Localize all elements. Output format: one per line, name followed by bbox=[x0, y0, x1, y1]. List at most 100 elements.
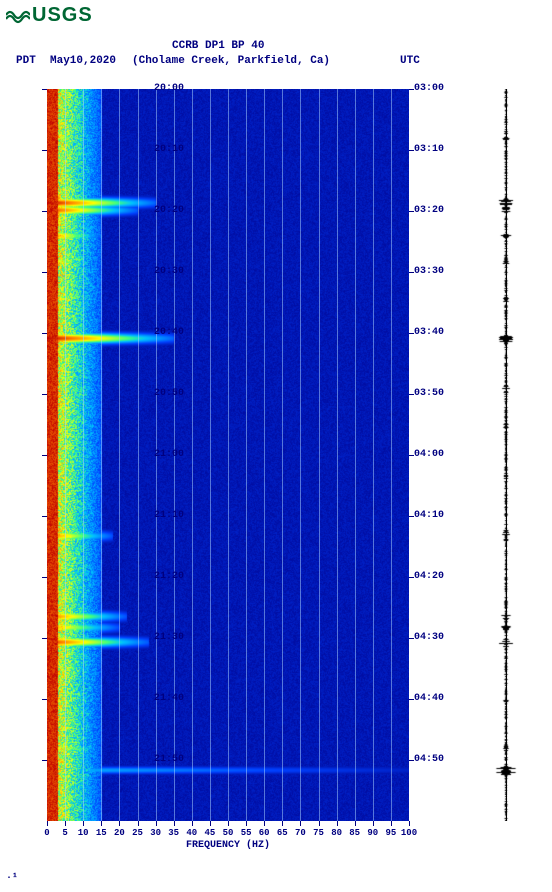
date-label: May10,2020 bbox=[50, 55, 116, 67]
x-tick bbox=[246, 821, 247, 826]
x-tick-label: 100 bbox=[401, 828, 417, 838]
y-left-tick bbox=[42, 272, 47, 273]
x-tick bbox=[210, 821, 211, 826]
x-tick-label: 95 bbox=[385, 828, 396, 838]
y-right-tick bbox=[409, 394, 414, 395]
x-tick bbox=[355, 821, 356, 826]
x-tick bbox=[65, 821, 66, 826]
x-tick bbox=[83, 821, 84, 826]
y-right-tick-label: 04:20 bbox=[414, 571, 444, 582]
x-tick-label: 5 bbox=[62, 828, 67, 838]
y-left-tick bbox=[42, 89, 47, 90]
y-right-tick bbox=[409, 577, 414, 578]
y-left-tick bbox=[42, 638, 47, 639]
y-right-tick-label: 03:00 bbox=[414, 83, 444, 94]
gridline bbox=[119, 89, 120, 821]
spectrogram-plot bbox=[47, 89, 409, 821]
gridline bbox=[355, 89, 356, 821]
x-tick bbox=[264, 821, 265, 826]
x-tick-label: 35 bbox=[168, 828, 179, 838]
x-tick bbox=[192, 821, 193, 826]
gridline bbox=[282, 89, 283, 821]
gridline bbox=[101, 89, 102, 821]
y-left-tick bbox=[42, 394, 47, 395]
gridline bbox=[373, 89, 374, 821]
tz-right-label: UTC bbox=[400, 55, 420, 67]
x-tick bbox=[391, 821, 392, 826]
y-right-tick-label: 04:10 bbox=[414, 510, 444, 521]
gridline bbox=[264, 89, 265, 821]
x-tick-label: 70 bbox=[295, 828, 306, 838]
y-left-tick-label: 20:10 bbox=[154, 144, 184, 155]
x-tick bbox=[409, 821, 410, 826]
x-tick-label: 15 bbox=[96, 828, 107, 838]
x-tick bbox=[47, 821, 48, 826]
x-tick bbox=[138, 821, 139, 826]
gridline bbox=[138, 89, 139, 821]
y-right-tick bbox=[409, 638, 414, 639]
x-tick-label: 30 bbox=[150, 828, 161, 838]
usgs-logo: USGS bbox=[6, 4, 93, 27]
y-left-tick bbox=[42, 699, 47, 700]
y-right-tick bbox=[409, 333, 414, 334]
y-right-tick-label: 03:10 bbox=[414, 144, 444, 155]
location-label: (Cholame Creek, Parkfield, Ca) bbox=[132, 55, 330, 67]
x-axis-title: FREQUENCY (HZ) bbox=[47, 840, 409, 851]
x-tick bbox=[300, 821, 301, 826]
x-tick-label: 45 bbox=[204, 828, 215, 838]
y-right-tick bbox=[409, 89, 414, 90]
gridline bbox=[65, 89, 66, 821]
y-right-tick bbox=[409, 699, 414, 700]
y-left-tick bbox=[42, 150, 47, 151]
y-left-tick bbox=[42, 577, 47, 578]
gridline bbox=[300, 89, 301, 821]
x-tick bbox=[337, 821, 338, 826]
x-tick-label: 10 bbox=[78, 828, 89, 838]
x-tick-label: 25 bbox=[132, 828, 143, 838]
usgs-wave-icon bbox=[6, 7, 30, 25]
x-tick bbox=[373, 821, 374, 826]
waveform-plot bbox=[492, 89, 520, 821]
y-right-tick-label: 04:50 bbox=[414, 754, 444, 765]
x-tick bbox=[156, 821, 157, 826]
x-tick bbox=[119, 821, 120, 826]
footer-mark: ·¹ bbox=[6, 873, 18, 884]
x-tick-label: 50 bbox=[223, 828, 234, 838]
y-left-tick bbox=[42, 760, 47, 761]
gridline bbox=[246, 89, 247, 821]
y-right-tick-label: 03:40 bbox=[414, 327, 444, 338]
plot-title: CCRB DP1 BP 40 bbox=[172, 40, 264, 52]
x-tick bbox=[101, 821, 102, 826]
x-tick-label: 65 bbox=[277, 828, 288, 838]
y-left-tick-label: 21:50 bbox=[154, 754, 184, 765]
x-tick-label: 60 bbox=[259, 828, 270, 838]
y-left-tick-label: 21:20 bbox=[154, 571, 184, 582]
y-left-tick-label: 20:50 bbox=[154, 388, 184, 399]
y-left-tick-label: 21:00 bbox=[154, 449, 184, 460]
y-left-tick bbox=[42, 211, 47, 212]
gridline bbox=[319, 89, 320, 821]
y-right-tick bbox=[409, 516, 414, 517]
y-left-tick bbox=[42, 333, 47, 334]
gridline bbox=[228, 89, 229, 821]
x-tick bbox=[228, 821, 229, 826]
y-right-tick-label: 04:40 bbox=[414, 693, 444, 704]
y-left-tick-label: 20:00 bbox=[154, 83, 184, 94]
x-tick-label: 80 bbox=[331, 828, 342, 838]
tz-left-label: PDT bbox=[16, 55, 36, 67]
y-left-tick-label: 20:30 bbox=[154, 266, 184, 277]
x-tick-label: 40 bbox=[186, 828, 197, 838]
y-right-tick-label: 03:50 bbox=[414, 388, 444, 399]
y-right-tick bbox=[409, 211, 414, 212]
y-right-tick bbox=[409, 760, 414, 761]
x-tick-label: 55 bbox=[241, 828, 252, 838]
y-left-tick-label: 21:30 bbox=[154, 632, 184, 643]
gridline bbox=[337, 89, 338, 821]
x-tick bbox=[282, 821, 283, 826]
x-tick-label: 85 bbox=[349, 828, 360, 838]
y-left-tick-label: 21:40 bbox=[154, 693, 184, 704]
gridline bbox=[210, 89, 211, 821]
y-left-tick-label: 20:20 bbox=[154, 205, 184, 216]
y-right-tick-label: 03:30 bbox=[414, 266, 444, 277]
y-left-tick-label: 21:10 bbox=[154, 510, 184, 521]
